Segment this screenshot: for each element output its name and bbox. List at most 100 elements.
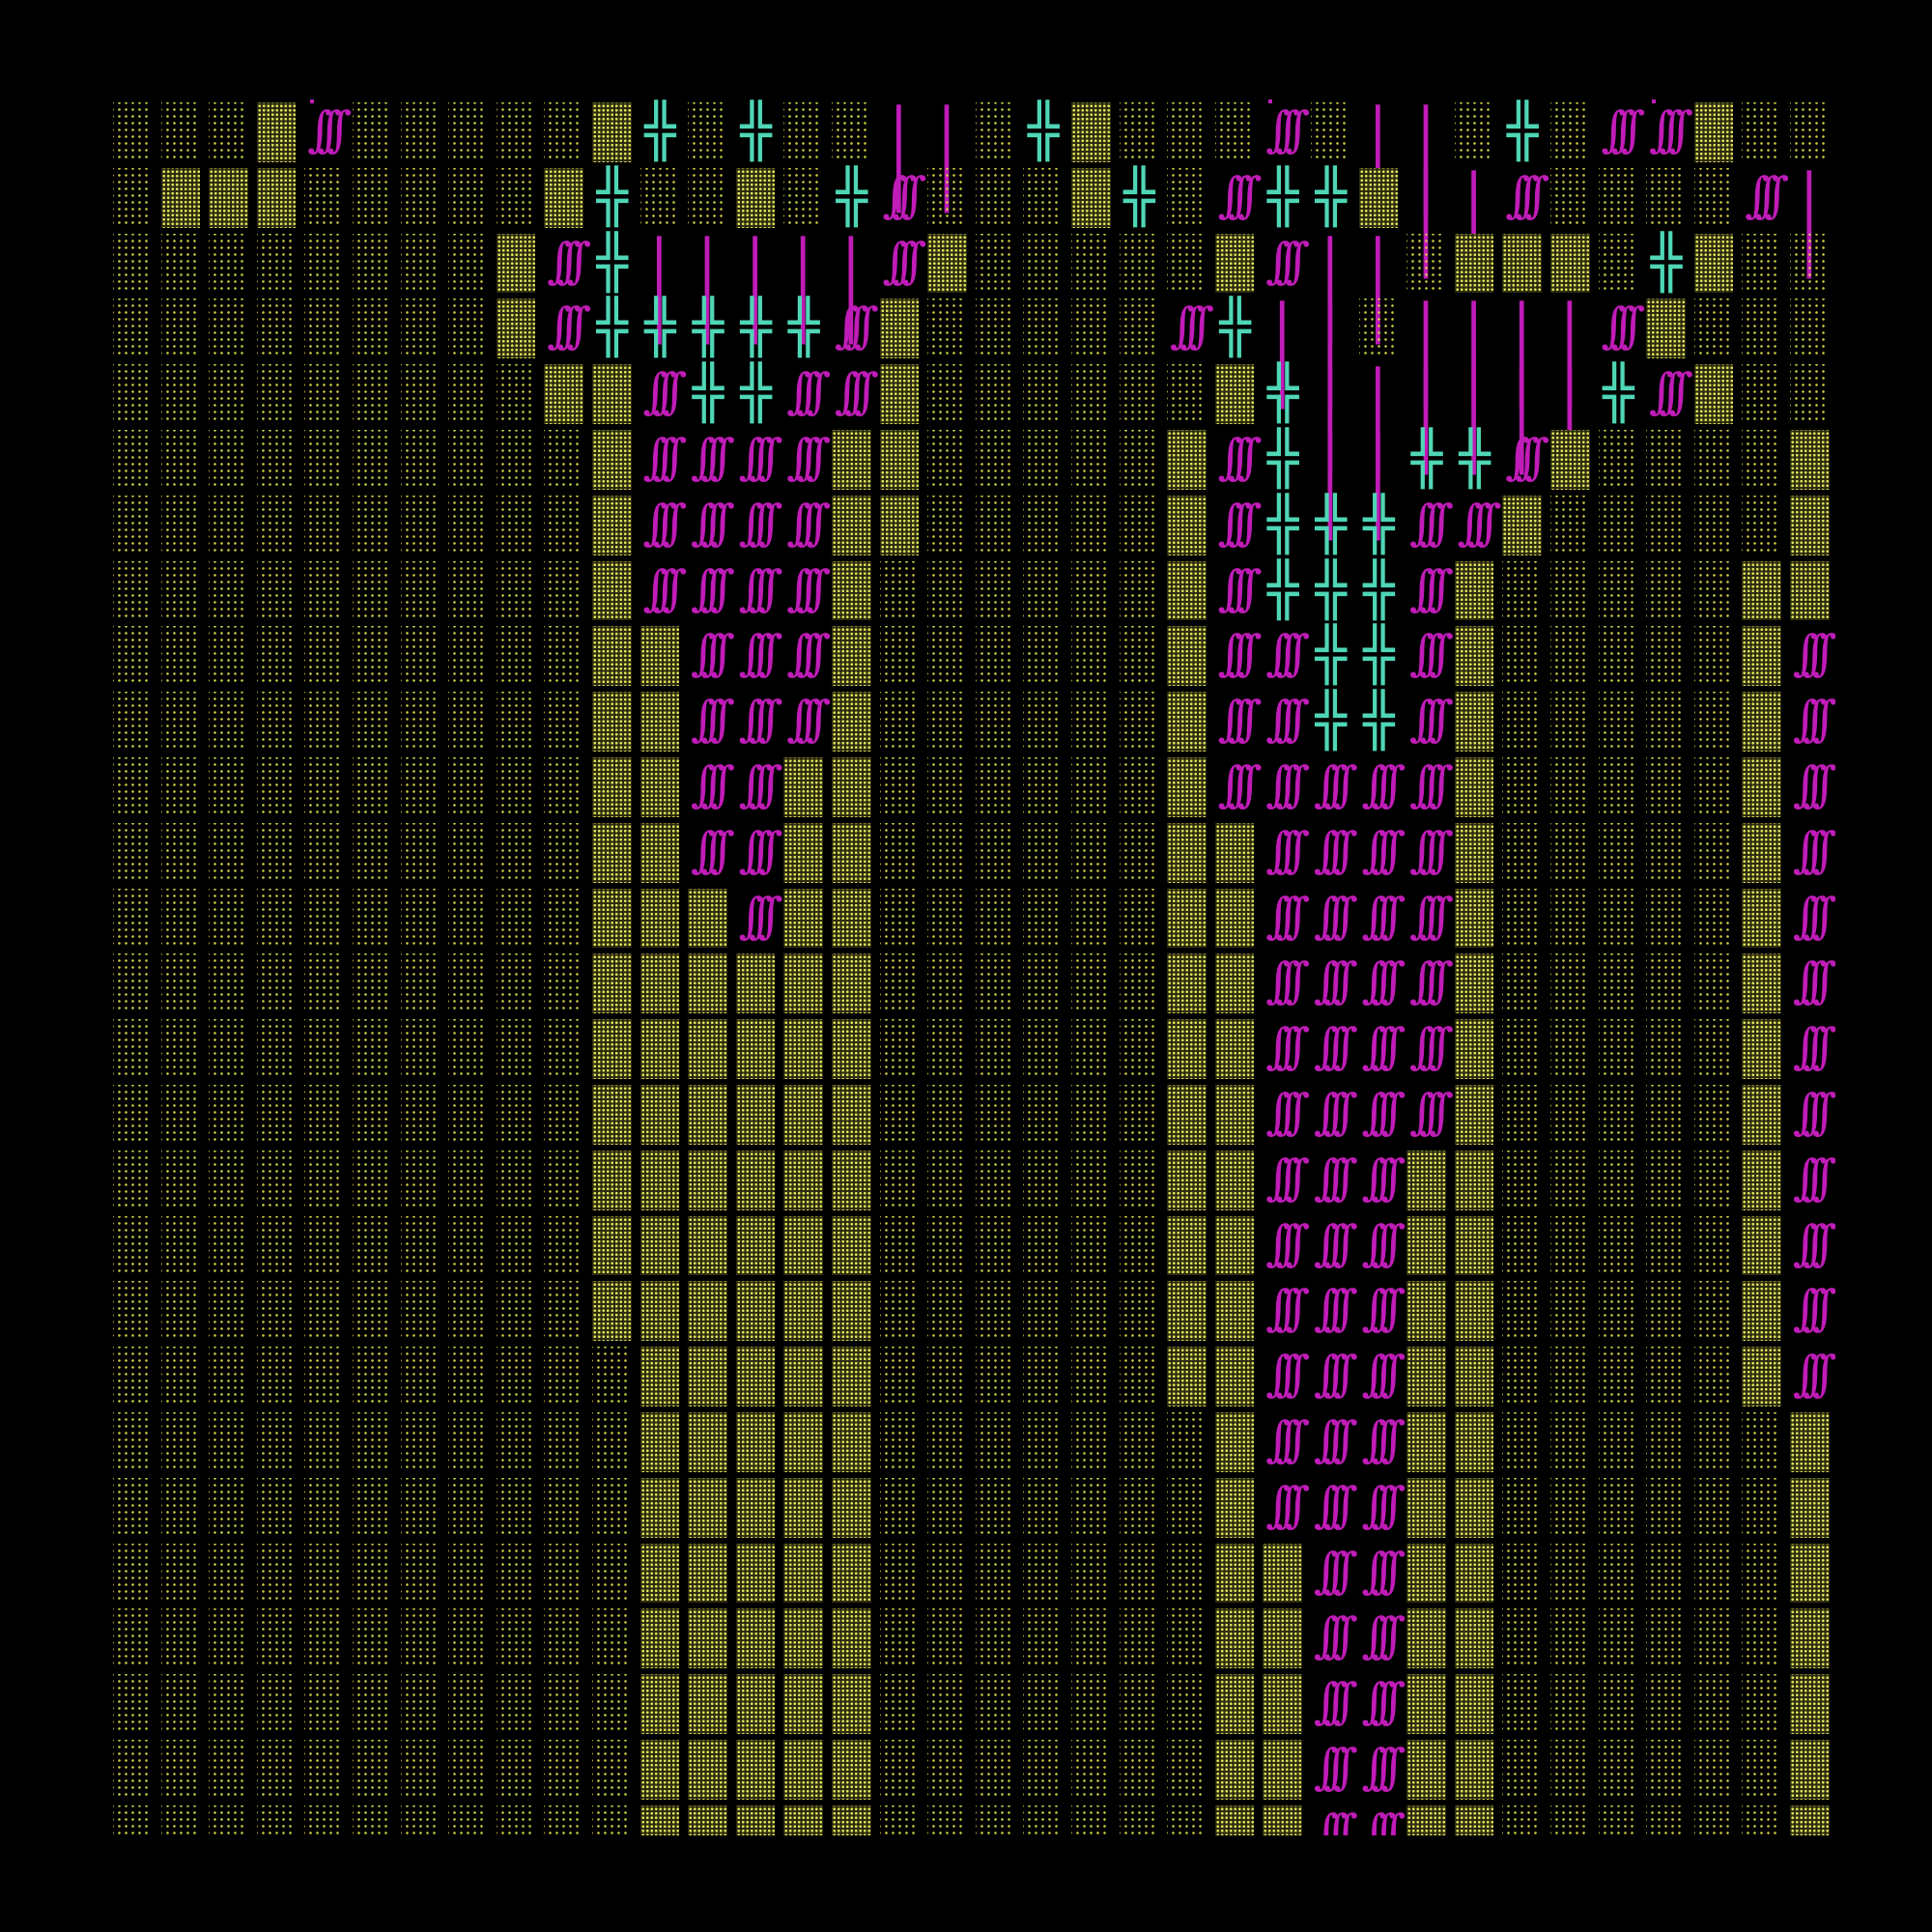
grid-cell-dot <box>1498 820 1547 886</box>
grid-cell-dot <box>1116 1605 1164 1671</box>
grid-cell-shade <box>588 951 637 1016</box>
grid-cell-dot <box>349 1082 397 1148</box>
grid-cell-shade <box>1786 493 1834 558</box>
grid-cell-shade <box>684 1671 732 1737</box>
grid-cell-shade <box>1163 1082 1211 1148</box>
grid-cell-dot <box>780 99 828 165</box>
grid-cell-dot <box>923 1803 972 1835</box>
grid-cell-slash: ∫∫∫ <box>1792 1149 1835 1206</box>
grid-cell-shade <box>684 1541 732 1606</box>
grid-cell-shade <box>684 1213 732 1279</box>
grid-cell-dot <box>1067 623 1116 689</box>
grid-cell-dot <box>1547 1016 1595 1082</box>
grid-cell-slash: ∫∫∫ <box>1834 951 1835 1016</box>
grid-cell-shade <box>1211 1344 1260 1409</box>
grid-cell-dot <box>540 1803 588 1835</box>
glyph-grid: ∫∫∫╬╬| || |╬∫∫∫| || |╬∫∫∫∫∫∫╬∫∫∫∫∫∫╬╬∫∫∫… <box>109 99 1835 1835</box>
grid-cell-dot <box>1547 1671 1595 1737</box>
grid-cell-shade <box>828 623 876 689</box>
grid-cell-slash: ∫∫∫ <box>1361 952 1406 1009</box>
grid-cell-dot <box>923 1148 972 1213</box>
grid-cell-dot <box>397 1803 445 1835</box>
grid-cell-dot <box>444 1082 493 1148</box>
grid-cell-shade <box>828 754 876 820</box>
grid-cell-shade <box>732 1148 781 1213</box>
grid-cell-slash: ∫∫∫ <box>1265 1280 1310 1337</box>
grid-cell-dot <box>1019 1409 1067 1475</box>
grid-cell-dot <box>540 1671 588 1737</box>
grid-cell-dot <box>444 427 493 493</box>
grid-cell-cross: ╬ <box>1266 362 1299 424</box>
grid-cell-bar: | | <box>1457 161 1492 274</box>
grid-cell-dot <box>1642 1671 1690 1737</box>
grid-cell-dot <box>923 165 972 231</box>
grid-cell-slash: ∫∫∫ <box>690 625 735 682</box>
grid-cell-shade <box>1498 231 1547 297</box>
grid-cell-shade <box>588 820 637 886</box>
grid-cell-shade <box>1259 1803 1307 1835</box>
grid-cell-slash: ∫∫∫ <box>1834 1213 1835 1279</box>
grid-cell-dot <box>1116 1737 1164 1803</box>
tick-mark <box>1268 99 1273 103</box>
grid-cell-dot <box>1547 1344 1595 1409</box>
grid-cell-shade <box>493 231 541 297</box>
grid-cell-dot <box>1547 1803 1595 1835</box>
grid-cell-dot <box>157 1344 206 1409</box>
grid-cell-dot <box>493 1541 541 1606</box>
grid-cell-dot <box>205 427 253 493</box>
grid-cell-shade <box>1163 820 1211 886</box>
grid-cell-dot <box>444 689 493 754</box>
grid-cell-cross: ╬ <box>1266 165 1299 227</box>
grid-cell-dot <box>253 1016 301 1082</box>
grid-cell-dot <box>1690 1605 1739 1671</box>
grid-cell-dot <box>300 951 349 1016</box>
grid-cell-slash: ∫∫∫ <box>642 559 687 616</box>
grid-cell-cross: ╬ <box>644 100 676 161</box>
grid-cell-slash: ∫∫∫ <box>1361 821 1406 878</box>
grid-cell-dot <box>205 623 253 689</box>
grid-cell-shade <box>1738 558 1786 624</box>
grid-cell-dot <box>1019 558 1067 624</box>
grid-cell-slash: ∫∫∫ <box>738 821 783 878</box>
grid-cell-dot <box>109 361 157 427</box>
grid-cell-dot <box>205 1541 253 1606</box>
grid-cell-dot <box>205 1082 253 1148</box>
grid-cell-dot <box>349 820 397 886</box>
grid-cell-slash: ∫∫∫ <box>786 559 831 616</box>
grid-cell-shade <box>637 820 685 886</box>
grid-cell-shade <box>1786 1737 1834 1803</box>
grid-cell-shade <box>732 1082 781 1148</box>
grid-cell-cross: ╬ <box>644 297 676 358</box>
grid-cell-dot <box>876 754 924 820</box>
grid-cell-dot <box>1403 231 1451 297</box>
grid-cell-dot <box>1067 1671 1116 1737</box>
grid-cell-dot <box>588 1541 637 1606</box>
grid-cell-shade <box>637 1475 685 1541</box>
grid-cell-slash: ∫∫∫ <box>1834 1737 1835 1803</box>
grid-cell-cross: ╬ <box>1363 493 1395 554</box>
grid-cell-cross: ╬ <box>1410 428 1443 489</box>
grid-cell-dot <box>1498 1278 1547 1344</box>
grid-cell-shade <box>684 1278 732 1344</box>
grid-cell-slash: ∫∫∫ <box>1217 625 1263 682</box>
grid-cell-shade <box>1211 1671 1260 1737</box>
grid-cell-dot <box>1163 361 1211 427</box>
grid-cell-dot <box>1116 99 1164 165</box>
grid-cell-cross: ╬ <box>1363 624 1395 686</box>
grid-cell-shade <box>684 1016 732 1082</box>
grid-cell-dot <box>1116 1148 1164 1213</box>
grid-cell-dot <box>972 427 1020 493</box>
grid-cell-dot <box>1738 231 1786 297</box>
grid-cell-slash: ∫∫∫ <box>1313 887 1358 944</box>
grid-cell-dot <box>205 951 253 1016</box>
grid-cell-slash: ∫∫∫ <box>1792 1214 1835 1271</box>
grid-cell-dot <box>300 1541 349 1606</box>
grid-cell-dot <box>1067 1213 1116 1279</box>
grid-cell-shade <box>1067 99 1116 165</box>
grid-cell-dot <box>1642 1803 1690 1835</box>
grid-cell-dot <box>1690 1344 1739 1409</box>
grid-cell-shade <box>1163 1213 1211 1279</box>
grid-cell-shade <box>1211 1541 1260 1606</box>
grid-cell-dot <box>1019 754 1067 820</box>
grid-cell-dot <box>157 689 206 754</box>
